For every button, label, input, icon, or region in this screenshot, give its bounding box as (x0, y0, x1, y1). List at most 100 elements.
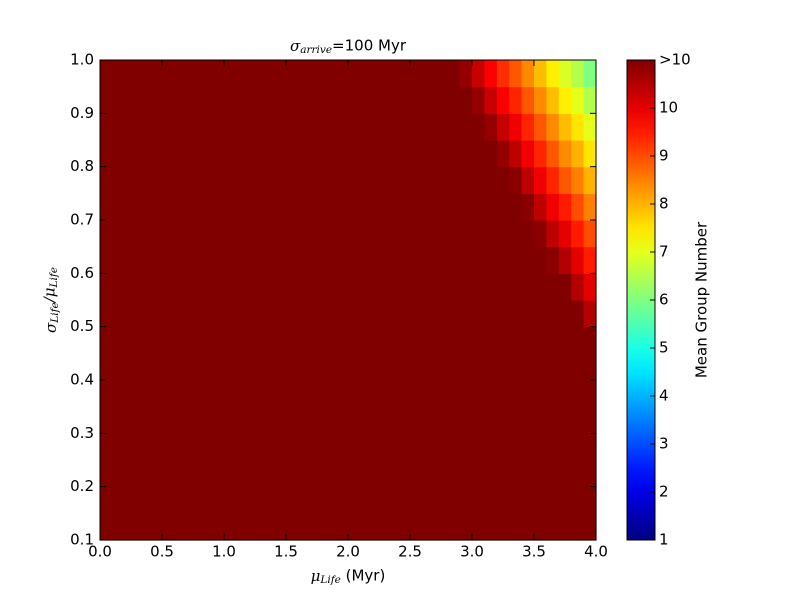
heat-cell (372, 193, 386, 221)
heat-cell (385, 326, 399, 354)
heat-cell (484, 406, 498, 434)
heat-cell (534, 380, 547, 408)
heat-cell (124, 113, 138, 141)
heat-cell (335, 406, 349, 434)
heat-cell (310, 246, 324, 274)
heat-cell (397, 140, 411, 168)
heat-cell (509, 220, 523, 248)
heat-cell (124, 513, 138, 541)
heat-cell (372, 140, 386, 168)
heat-cell (162, 166, 175, 194)
heat-cell (211, 460, 225, 488)
heat-cell (521, 220, 535, 248)
heat-cell (149, 300, 163, 328)
heat-cell (459, 406, 473, 434)
x-tick-label: 1.0 (212, 543, 236, 561)
heat-cell (410, 193, 423, 221)
heat-cell (261, 60, 275, 88)
heat-cell (186, 220, 200, 248)
heat-cell (273, 86, 287, 114)
heat-cell (534, 140, 547, 168)
heat-cell (199, 86, 213, 114)
label-text: σ (42, 322, 60, 333)
heat-cell (422, 300, 436, 328)
heat-cell (248, 60, 262, 88)
heat-cell (534, 513, 547, 541)
heat-cell (447, 113, 461, 141)
heat-cell (186, 380, 200, 408)
heat-cell (534, 300, 547, 328)
colorbar-tick-label: 5 (659, 339, 669, 357)
heat-cell (534, 406, 547, 434)
heat-cell (236, 220, 250, 248)
heat-cell (248, 406, 262, 434)
heat-cell (224, 113, 237, 141)
heat-cell (286, 166, 299, 194)
heat-cell (459, 486, 473, 514)
heat-cell (434, 406, 448, 434)
heat-cell (385, 220, 399, 248)
heat-cell (434, 193, 448, 221)
heat-cell (459, 193, 473, 221)
heat-cell (472, 353, 485, 381)
heat-cell (298, 193, 312, 221)
heat-cell (348, 273, 361, 301)
heat-cell (273, 460, 287, 488)
heat-cell (509, 326, 523, 354)
heat-cell (335, 166, 349, 194)
heat-cell (273, 380, 287, 408)
heat-cell (496, 353, 510, 381)
heat-cell (571, 353, 585, 381)
heat-cell (521, 326, 535, 354)
heat-cell (360, 86, 374, 114)
heat-cell (434, 220, 448, 248)
heat-cell (571, 380, 585, 408)
heat-cell (472, 86, 485, 114)
heat-cell (236, 460, 250, 488)
heat-cell (273, 246, 287, 274)
heat-cell (372, 326, 386, 354)
heat-cell (335, 460, 349, 488)
heat-cell (261, 380, 275, 408)
heat-cell (323, 486, 337, 514)
heat-cell (199, 513, 213, 541)
heat-cell (509, 300, 523, 328)
heat-cell (558, 513, 572, 541)
heat-cell (447, 353, 461, 381)
heat-cell (459, 220, 473, 248)
heat-cell (100, 300, 113, 328)
heat-cell (496, 60, 510, 88)
heat-cell (236, 326, 250, 354)
y-tick-label: 1.0 (70, 51, 94, 69)
heat-cell (410, 406, 423, 434)
heat-cell (534, 113, 547, 141)
heat-cell (583, 300, 597, 328)
heat-cell (149, 353, 163, 381)
heat-cell (236, 513, 250, 541)
heat-cell (298, 140, 312, 168)
heat-cell (422, 220, 436, 248)
heat-cell (583, 513, 597, 541)
heat-cell (484, 113, 498, 141)
heat-cell (310, 380, 324, 408)
colorbar-tick-label: 8 (659, 195, 669, 213)
heat-cell (298, 406, 312, 434)
heat-cell (546, 220, 560, 248)
heat-cell (360, 140, 374, 168)
heat-cell (472, 513, 485, 541)
y-axis-label: σLife/μLife (41, 267, 62, 333)
heat-cell (149, 406, 163, 434)
heat-cell (447, 486, 461, 514)
heat-cell (372, 406, 386, 434)
heat-cell (149, 273, 163, 301)
heat-cell (273, 113, 287, 141)
heat-cell (162, 380, 175, 408)
colorbar-tick-label: 1 (659, 531, 669, 549)
heat-cell (273, 140, 287, 168)
heat-cell (298, 220, 312, 248)
heat-cell (410, 273, 423, 301)
y-tick-label: 0.8 (70, 157, 94, 175)
heat-cell (174, 166, 188, 194)
heat-cell (286, 140, 299, 168)
heat-cell (112, 460, 126, 488)
